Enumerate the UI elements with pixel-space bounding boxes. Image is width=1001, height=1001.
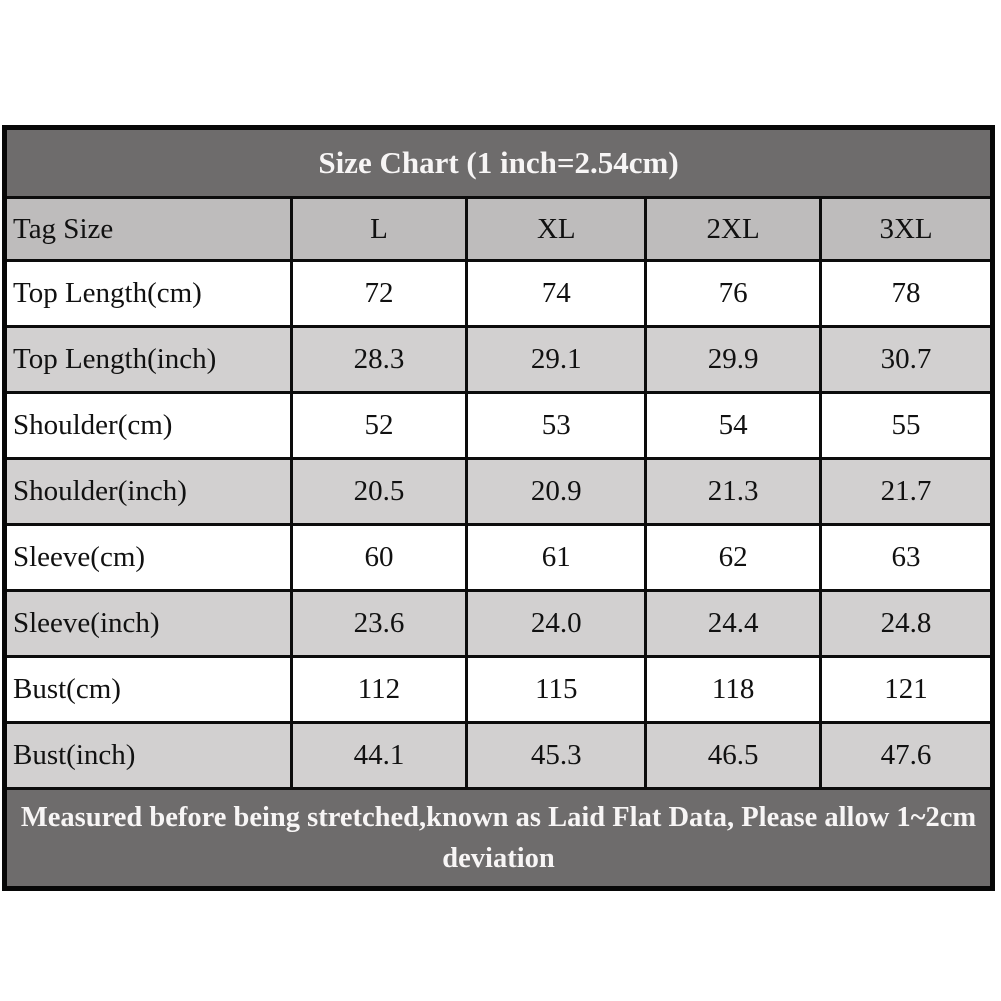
row-sleeve-cm: Sleeve(cm) 60 61 62 63 bbox=[3, 523, 994, 592]
column-header-size-3xl: 3XL bbox=[819, 196, 994, 262]
cell-value: 29.1 bbox=[465, 325, 648, 394]
chart-title: Size Chart (1 inch=2.54cm) bbox=[3, 126, 994, 199]
column-header-size-2xl: 2XL bbox=[644, 196, 823, 262]
cell-value: 53 bbox=[465, 391, 648, 460]
cell-value: 24.8 bbox=[819, 589, 994, 658]
row-sleeve-inch: Sleeve(inch) 23.6 24.0 24.4 24.8 bbox=[3, 589, 994, 658]
row-label: Bust(inch) bbox=[3, 721, 293, 790]
cell-value: 29.9 bbox=[644, 325, 823, 394]
row-top-length-cm: Top Length(cm) 72 74 76 78 bbox=[3, 259, 994, 328]
cell-value: 44.1 bbox=[289, 721, 469, 790]
row-label: Shoulder(inch) bbox=[3, 457, 293, 526]
cell-value: 21.3 bbox=[644, 457, 823, 526]
column-header-row: Tag Size L XL 2XL 3XL bbox=[3, 196, 994, 262]
cell-value: 54 bbox=[644, 391, 823, 460]
cell-value: 55 bbox=[819, 391, 994, 460]
column-header-tag-size: Tag Size bbox=[3, 196, 293, 262]
row-label: Bust(cm) bbox=[3, 655, 293, 724]
cell-value: 76 bbox=[644, 259, 823, 328]
row-shoulder-cm: Shoulder(cm) 52 53 54 55 bbox=[3, 391, 994, 460]
cell-value: 21.7 bbox=[819, 457, 994, 526]
size-chart-table: Size Chart (1 inch=2.54cm) Tag Size L XL… bbox=[2, 125, 995, 891]
cell-value: 46.5 bbox=[644, 721, 823, 790]
cell-value: 28.3 bbox=[289, 325, 469, 394]
row-label: Shoulder(cm) bbox=[3, 391, 293, 460]
column-header-size-xl: XL bbox=[465, 196, 648, 262]
cell-value: 63 bbox=[819, 523, 994, 592]
cell-value: 121 bbox=[819, 655, 994, 724]
row-shoulder-inch: Shoulder(inch) 20.5 20.9 21.3 21.7 bbox=[3, 457, 994, 526]
cell-value: 60 bbox=[289, 523, 469, 592]
row-label: Sleeve(cm) bbox=[3, 523, 293, 592]
cell-value: 115 bbox=[465, 655, 648, 724]
cell-value: 61 bbox=[465, 523, 648, 592]
cell-value: 23.6 bbox=[289, 589, 469, 658]
row-bust-cm: Bust(cm) 112 115 118 121 bbox=[3, 655, 994, 724]
footer-note: Measured before being stretched,known as… bbox=[3, 787, 994, 890]
cell-value: 30.7 bbox=[819, 325, 994, 394]
cell-value: 24.4 bbox=[644, 589, 823, 658]
footer-row: Measured before being stretched,known as… bbox=[3, 787, 994, 890]
cell-value: 78 bbox=[819, 259, 994, 328]
cell-value: 45.3 bbox=[465, 721, 648, 790]
column-header-size-l: L bbox=[289, 196, 469, 262]
row-bust-inch: Bust(inch) 44.1 45.3 46.5 47.6 bbox=[3, 721, 994, 790]
row-label: Sleeve(inch) bbox=[3, 589, 293, 658]
cell-value: 20.9 bbox=[465, 457, 648, 526]
cell-value: 112 bbox=[289, 655, 469, 724]
cell-value: 52 bbox=[289, 391, 469, 460]
title-row: Size Chart (1 inch=2.54cm) bbox=[3, 126, 994, 199]
row-label: Top Length(cm) bbox=[3, 259, 293, 328]
cell-value: 118 bbox=[644, 655, 823, 724]
row-label: Top Length(inch) bbox=[3, 325, 293, 394]
cell-value: 74 bbox=[465, 259, 648, 328]
cell-value: 20.5 bbox=[289, 457, 469, 526]
cell-value: 62 bbox=[644, 523, 823, 592]
cell-value: 24.0 bbox=[465, 589, 648, 658]
row-top-length-inch: Top Length(inch) 28.3 29.1 29.9 30.7 bbox=[3, 325, 994, 394]
cell-value: 72 bbox=[289, 259, 469, 328]
cell-value: 47.6 bbox=[819, 721, 994, 790]
